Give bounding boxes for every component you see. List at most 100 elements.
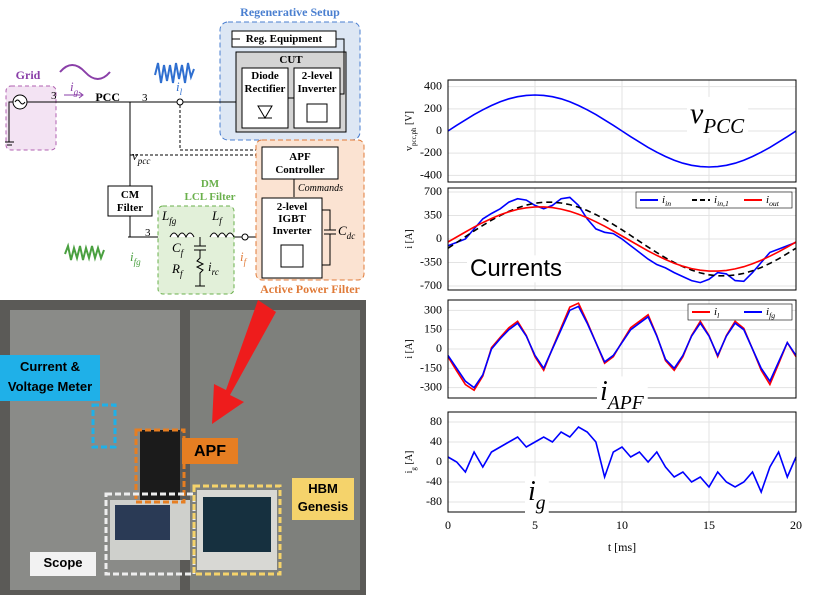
- meter-label: Current &: [20, 359, 80, 374]
- apf-caption: Active Power Filter: [260, 282, 360, 296]
- y-axis-label: i [A]: [404, 339, 415, 358]
- inverter-label: 2-level: [302, 70, 333, 82]
- l-f-label: Lf: [211, 208, 223, 226]
- hbm-screen: [203, 497, 271, 552]
- annotation: ig: [528, 476, 546, 514]
- i-g-label: ig: [70, 79, 79, 97]
- cm-label: Filter: [117, 202, 143, 214]
- y-axis-label: vpcc,ph [V]: [404, 111, 417, 151]
- hbm-box: [192, 484, 282, 576]
- legend-label: ifg: [766, 306, 775, 321]
- phase-count: 3: [142, 92, 148, 104]
- wire: [232, 38, 345, 99]
- phase-count: 3: [145, 227, 151, 239]
- igbt-icon: [280, 244, 304, 268]
- line-series: [447, 94, 797, 168]
- i-l-label: il: [176, 79, 183, 97]
- y-tick-label: 40: [430, 434, 442, 448]
- filter-wave: [64, 242, 105, 262]
- commands-label: Commands: [298, 183, 343, 194]
- annotation-bg: [525, 476, 549, 514]
- hbm-tag: [292, 478, 354, 520]
- x-tick-label: 20: [790, 518, 802, 532]
- annotation-bg: [687, 96, 749, 138]
- inductor: [169, 232, 235, 239]
- y-tick-label: 0: [436, 123, 442, 137]
- source-wire: [5, 99, 26, 146]
- apf-unit: [140, 430, 180, 500]
- annotation: vPCC: [690, 97, 745, 138]
- c-dc-label: Cdc: [338, 223, 355, 241]
- signal: [130, 105, 262, 156]
- grid-box: [5, 85, 57, 151]
- rectifier-label: Rectifier: [245, 83, 286, 95]
- legend-label: il: [714, 306, 719, 321]
- reg-equipment: Reg. Equipment: [246, 33, 323, 45]
- x-tick-label: 0: [445, 518, 451, 532]
- dm-label: LCL Filter: [184, 191, 235, 203]
- line-series: [447, 201, 797, 277]
- inverter-box: [293, 67, 341, 129]
- y-tick-label: 80: [430, 414, 442, 428]
- annotation: Currents: [470, 255, 562, 282]
- y-tick-label: -80: [426, 494, 442, 508]
- inverter-label: Inverter: [297, 83, 336, 95]
- load-wave: [154, 62, 195, 84]
- controller-label: Controller: [275, 164, 324, 176]
- x-tick-label: 5: [532, 518, 538, 532]
- phase-count: 3: [51, 90, 57, 102]
- apf-tag: [182, 438, 238, 464]
- legend-box: [635, 191, 793, 209]
- scope-screen: [115, 505, 170, 540]
- r-f-label: Rf: [171, 261, 184, 279]
- plot-frame: [447, 187, 797, 291]
- plot-frame: [447, 79, 797, 183]
- cm-label: CM: [121, 189, 140, 201]
- y-axis-label: i [A]: [404, 229, 415, 248]
- plot-frame: [447, 411, 797, 513]
- legend-label: iin: [662, 194, 671, 209]
- pcc-label: PCC: [95, 90, 120, 104]
- hbm-label: HBM: [308, 481, 338, 496]
- c-f-label: Cf: [172, 240, 185, 258]
- arrow: [64, 91, 84, 99]
- dm-label: DM: [201, 178, 220, 190]
- meter-box: [91, 403, 117, 449]
- y-tick-label: -40: [426, 474, 442, 488]
- y-tick-label: -300: [420, 379, 442, 393]
- controller-box: [261, 146, 339, 180]
- line-series: [447, 196, 797, 284]
- v-pcc-label: vpcc: [132, 148, 150, 166]
- l-fg-label: Lfg: [161, 208, 177, 226]
- rectifier-label: Diode: [251, 70, 279, 82]
- apf-tag-label: APF: [194, 443, 226, 460]
- y-tick-label: -400: [420, 167, 442, 181]
- bus: [27, 101, 330, 238]
- y-axis-label: ig [A]: [404, 451, 417, 474]
- igbt-label: Inverter: [272, 225, 311, 237]
- y-tick-label: 400: [424, 78, 442, 92]
- sensor: [176, 98, 184, 106]
- line-series: [447, 425, 797, 495]
- legend-box: [687, 303, 793, 321]
- y-tick-label: 700: [424, 184, 442, 198]
- cut-label: CUT: [279, 54, 303, 66]
- scope-tag: [30, 552, 96, 576]
- capacitor: [322, 209, 336, 266]
- line-series: [447, 206, 797, 272]
- y-tick-label: 0: [436, 231, 442, 245]
- sensor: [241, 233, 249, 241]
- igbt-label: IGBT: [278, 213, 306, 225]
- y-tick-label: -200: [420, 145, 442, 159]
- meter-tag: [0, 355, 100, 401]
- meter-label: Voltage Meter: [8, 379, 92, 394]
- igbt-label: 2-level: [277, 201, 308, 213]
- legend-label: iout: [766, 194, 780, 209]
- scope-label: Scope: [43, 555, 82, 570]
- regen-title: Regenerative Setup: [240, 5, 340, 19]
- x-axis-label: t [ms]: [608, 540, 636, 554]
- i-fg-label: ifg: [130, 249, 141, 267]
- legend-label: iin,1: [714, 194, 729, 209]
- y-tick-label: 300: [424, 302, 442, 316]
